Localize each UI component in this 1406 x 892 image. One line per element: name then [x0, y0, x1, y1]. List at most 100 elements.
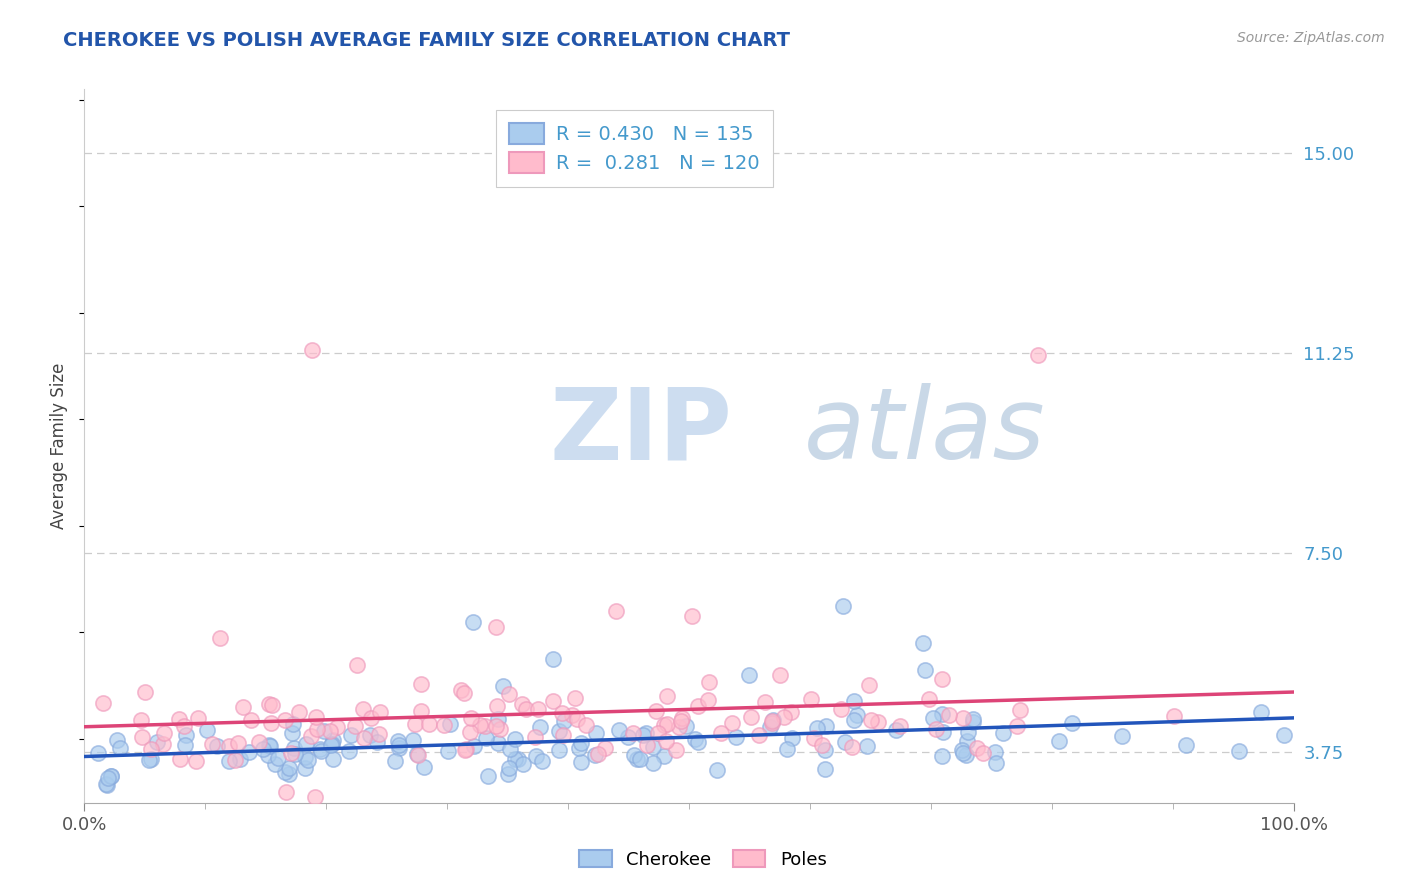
Point	[922, 711, 945, 725]
Point	[759, 720, 782, 734]
Point	[569, 756, 592, 770]
Point	[1272, 728, 1295, 742]
Point	[681, 609, 703, 624]
Legend: Cherokee, Poles: Cherokee, Poles	[572, 843, 834, 876]
Point	[655, 734, 678, 748]
Point	[433, 718, 456, 732]
Point	[304, 790, 326, 805]
Point	[134, 685, 156, 699]
Point	[931, 748, 953, 763]
Point	[384, 754, 406, 768]
Point	[344, 719, 367, 733]
Point	[387, 733, 409, 747]
Point	[950, 742, 973, 756]
Point	[318, 724, 340, 739]
Point	[409, 704, 432, 718]
Point	[187, 711, 209, 725]
Point	[232, 700, 254, 714]
Point	[814, 743, 837, 757]
Point	[575, 718, 598, 732]
Point	[738, 668, 761, 682]
Point	[621, 726, 644, 740]
Point	[914, 663, 936, 677]
Point	[278, 762, 301, 776]
Point	[671, 714, 693, 728]
Point	[586, 747, 609, 761]
Point	[259, 739, 281, 753]
Point	[769, 668, 792, 682]
Point	[686, 735, 709, 749]
Point	[523, 730, 546, 744]
Point	[388, 740, 411, 755]
Point	[436, 744, 458, 758]
Point	[353, 731, 375, 746]
Point	[938, 708, 960, 723]
Point	[239, 713, 262, 727]
Point	[152, 738, 174, 752]
Point	[252, 741, 274, 756]
Point	[110, 740, 132, 755]
Point	[972, 746, 994, 760]
Point	[561, 708, 583, 723]
Point	[993, 726, 1015, 740]
Point	[832, 599, 855, 613]
Text: Source: ZipAtlas.com: Source: ZipAtlas.com	[1237, 31, 1385, 45]
Point	[683, 731, 706, 746]
Point	[460, 711, 482, 725]
Point	[754, 695, 776, 709]
Point	[346, 657, 368, 672]
Point	[841, 740, 863, 755]
Point	[280, 746, 302, 760]
Point	[406, 747, 429, 762]
Point	[761, 714, 783, 728]
Point	[195, 723, 218, 737]
Point	[498, 688, 520, 702]
Point	[565, 712, 588, 726]
Point	[321, 738, 343, 752]
Point	[263, 757, 285, 772]
Point	[491, 679, 513, 693]
Point	[616, 731, 638, 745]
Point	[543, 694, 565, 708]
Point	[912, 636, 935, 650]
Point	[779, 705, 801, 719]
Point	[404, 716, 426, 731]
Point	[569, 736, 592, 750]
Point	[931, 706, 953, 721]
Point	[710, 726, 733, 740]
Point	[725, 730, 748, 744]
Point	[647, 726, 669, 740]
Point	[450, 682, 472, 697]
Point	[485, 719, 508, 733]
Point	[688, 698, 710, 713]
Point	[508, 752, 530, 766]
Point	[830, 702, 852, 716]
Point	[925, 722, 948, 736]
Point	[352, 702, 374, 716]
Point	[439, 716, 461, 731]
Point	[966, 741, 988, 756]
Point	[294, 761, 316, 775]
Point	[405, 747, 427, 761]
Point	[564, 690, 586, 705]
Point	[814, 719, 837, 733]
Point	[803, 731, 825, 746]
Point	[418, 717, 440, 731]
Point	[139, 751, 162, 765]
Point	[652, 717, 675, 731]
Point	[96, 778, 118, 792]
Point	[498, 767, 520, 781]
Point	[585, 726, 607, 740]
Point	[260, 715, 283, 730]
Point	[810, 739, 832, 753]
Point	[605, 604, 627, 618]
Point	[173, 738, 195, 752]
Point	[884, 723, 907, 738]
Point	[814, 762, 837, 776]
Point	[299, 729, 322, 743]
Point	[568, 740, 591, 755]
Point	[294, 750, 316, 764]
Point	[889, 719, 911, 733]
Point	[628, 751, 651, 765]
Point	[276, 785, 298, 799]
